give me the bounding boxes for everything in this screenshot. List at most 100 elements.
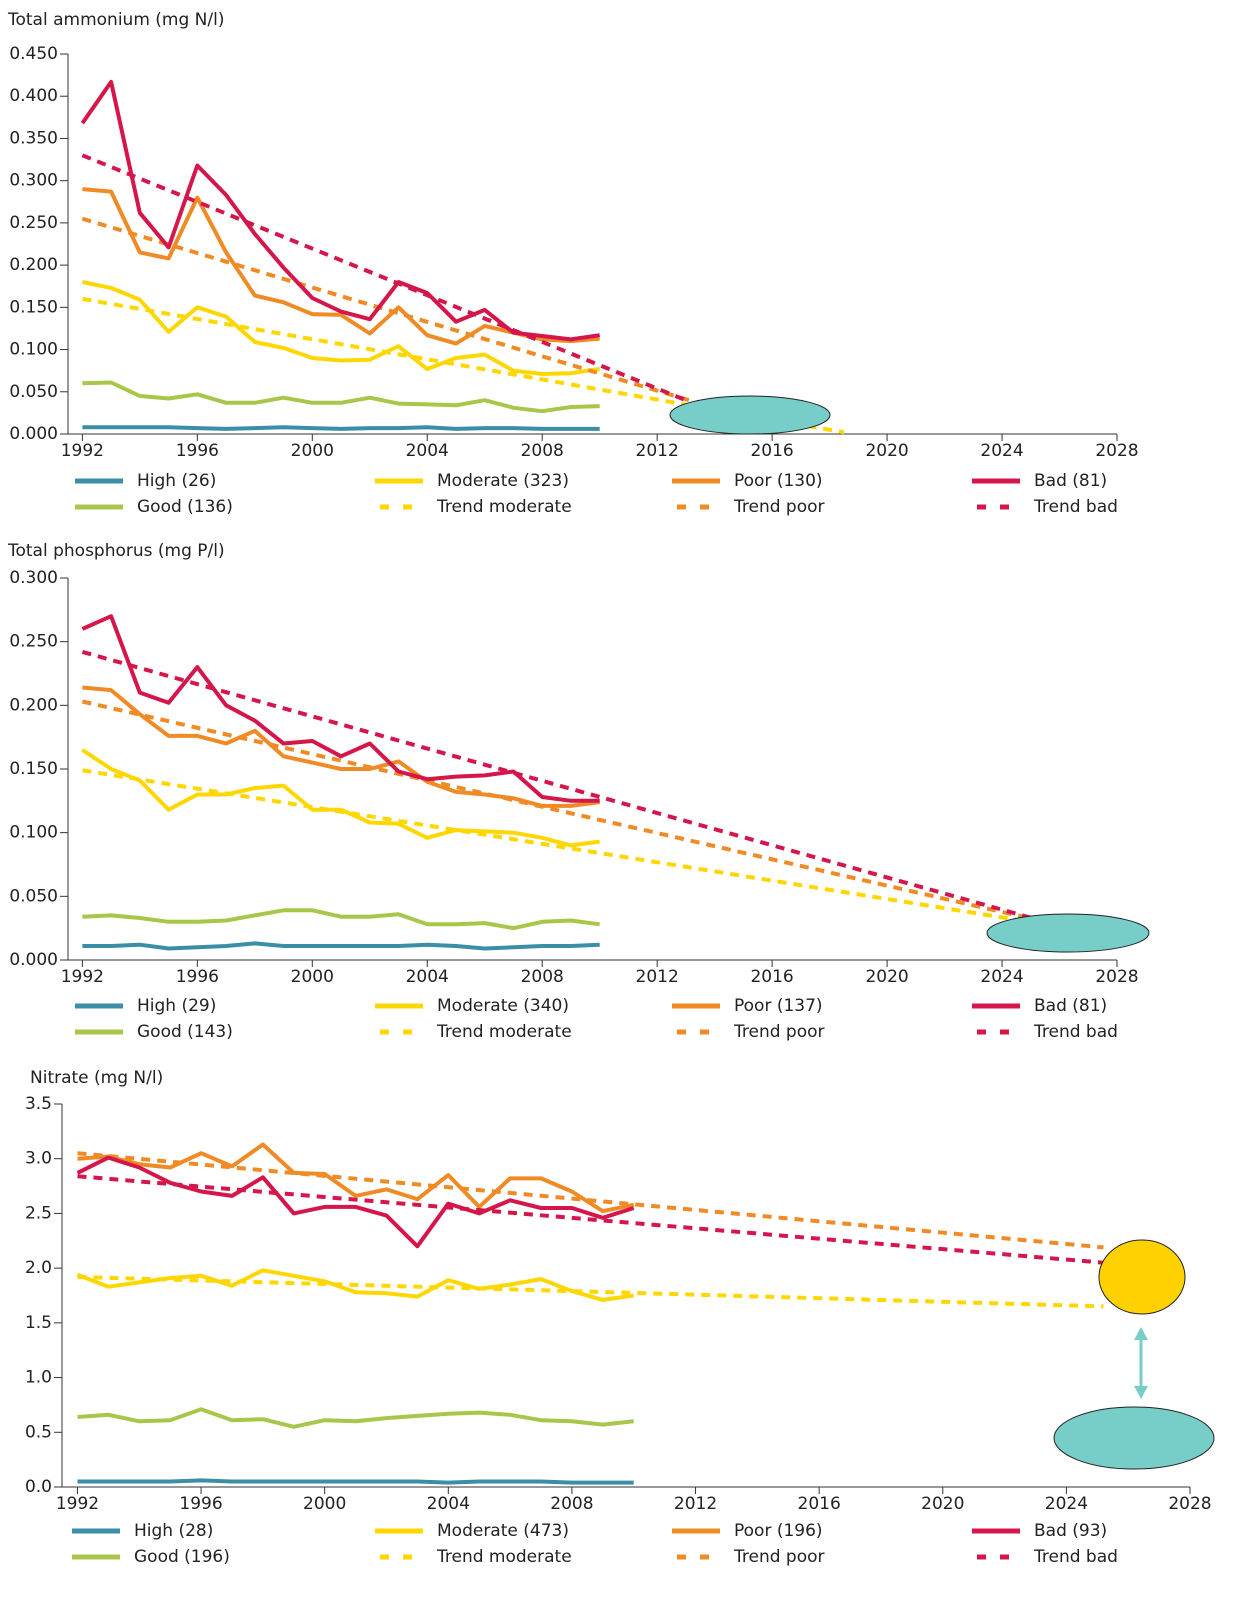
legend-label: Bad (81) <box>1034 471 1107 491</box>
legend-label: Good (196) <box>134 1547 230 1567</box>
x-tick-label: 2000 <box>303 1494 346 1514</box>
y-tick-label: 0.100 <box>9 340 58 360</box>
series-line <box>82 941 600 951</box>
x-tick-label: 2020 <box>865 967 908 987</box>
trend-line <box>81 216 704 407</box>
x-tick-label: 2024 <box>980 967 1023 987</box>
x-tick-label: 2000 <box>291 441 334 461</box>
target-circle <box>1098 1239 1186 1315</box>
series-line <box>81 614 600 803</box>
series-line <box>76 1155 635 1249</box>
x-tick-label: 2016 <box>750 967 793 987</box>
y-tick-label: 0.5 <box>25 1422 52 1442</box>
x-tick-label: 2012 <box>636 967 679 987</box>
chart: Total phosphorus (mg P/l) 0.000 0.050 0.100… <box>7 541 1139 1042</box>
y-tick-label: 0.200 <box>9 255 58 275</box>
y-tick-label: 0.0 <box>25 1477 52 1497</box>
chart: Total ammonium (mg N/l) 0.000 0.050 0.100 0.… <box>7 10 1139 517</box>
legend-label: Poor (196) <box>734 1521 823 1541</box>
y-tick-label: 0.050 <box>9 382 58 402</box>
y-tick-label: 0.150 <box>9 759 58 779</box>
y-tick-label: 0.350 <box>9 128 58 148</box>
x-tick-label: 2004 <box>406 967 449 987</box>
x-tick-label: 2008 <box>521 441 564 461</box>
legend-label: Moderate (323) <box>437 471 569 491</box>
x-tick-label: 2008 <box>521 967 564 987</box>
x-tick-label: 2020 <box>921 1494 964 1514</box>
y-tick-label: 3.0 <box>25 1149 52 1169</box>
trend-line <box>81 153 687 403</box>
chart: Nitrate (mg N/l) 0.0 0.5 1.0 1.5 2.0 2.5 3.0 3.5… <box>25 1068 1212 1567</box>
y-tick-label: 0.450 <box>9 44 58 64</box>
y-tick-label: 1.0 <box>25 1368 52 1388</box>
legend-label: Moderate (473) <box>437 1521 569 1541</box>
arrow-head <box>1134 1327 1148 1340</box>
target-ellipse <box>986 913 1150 953</box>
y-tick-label: 2.0 <box>25 1258 52 1278</box>
y-tick-label: 0.050 <box>9 886 58 906</box>
legend-label: High (26) <box>137 471 216 491</box>
target-ellipse <box>1053 1406 1215 1470</box>
targets <box>669 395 1215 1470</box>
trend-line <box>77 1174 1104 1265</box>
x-tick-label: 2024 <box>1045 1494 1088 1514</box>
x-tick-label: 2012 <box>636 441 679 461</box>
y-tick-label: 0.250 <box>9 632 58 652</box>
legend-label: Trend bad <box>1033 497 1118 517</box>
x-tick-label: 2004 <box>406 441 449 461</box>
x-tick-label: 2016 <box>750 441 793 461</box>
series-line <box>82 685 600 808</box>
series-line <box>82 425 600 431</box>
legend-label: Trend poor <box>733 1547 825 1567</box>
x-tick-label: 2024 <box>980 441 1023 461</box>
y-tick-label: 0.250 <box>9 213 58 233</box>
series-line <box>81 280 600 376</box>
y-tick-label: 0.000 <box>9 424 58 444</box>
trend-line <box>77 1274 1104 1309</box>
y-tick-label: 0.400 <box>9 86 58 106</box>
series-line <box>80 79 600 342</box>
series-line <box>76 1268 634 1302</box>
x-tick-label: 1992 <box>61 441 104 461</box>
legend-label: Poor (130) <box>734 471 823 491</box>
x-tick-label: 1996 <box>179 1494 222 1514</box>
chart-title: Total phosphorus (mg P/l) <box>7 541 225 561</box>
legend-label: Bad (81) <box>1034 996 1107 1016</box>
x-tick-label: 2008 <box>550 1494 593 1514</box>
legend-label: Bad (93) <box>1034 1521 1107 1541</box>
trend-line <box>82 768 1046 927</box>
y-tick-label: 0.200 <box>9 695 58 715</box>
chart-title: Total ammonium (mg N/l) <box>7 10 224 30</box>
x-tick-label: 1992 <box>61 967 104 987</box>
series-line <box>77 1407 634 1429</box>
x-tick-label: 2028 <box>1168 1494 1211 1514</box>
x-tick-label: 1996 <box>176 441 219 461</box>
legend-label: Trend bad <box>1033 1022 1118 1042</box>
series-line <box>77 1142 635 1214</box>
y-tick-label: 3.5 <box>25 1094 52 1114</box>
trend-line <box>77 1151 1104 1250</box>
chart-title: Nitrate (mg N/l) <box>30 1068 163 1088</box>
x-tick-label: 2028 <box>1095 967 1138 987</box>
y-tick-label: 2.5 <box>25 1203 52 1223</box>
x-tick-label: 1996 <box>176 967 219 987</box>
x-tick-label: 2016 <box>798 1494 841 1514</box>
legend-label: Trend moderate <box>436 1022 572 1042</box>
legend-label: Good (136) <box>137 497 233 517</box>
legend-label: Trend poor <box>733 1022 825 1042</box>
legend-label: Trend moderate <box>436 497 572 517</box>
legend-label: Good (143) <box>137 1022 233 1042</box>
arrow-head <box>1134 1386 1148 1399</box>
series-line <box>77 1478 634 1485</box>
legend-label: High (28) <box>134 1521 213 1541</box>
legend-label: High (29) <box>137 996 216 1016</box>
legend-label: Trend poor <box>733 497 825 517</box>
legend-label: Moderate (340) <box>437 996 569 1016</box>
y-tick-label: 0.150 <box>9 297 58 317</box>
series-line <box>82 908 600 931</box>
x-tick-label: 2020 <box>865 441 908 461</box>
y-tick-label: 0.300 <box>9 171 58 191</box>
y-tick-label: 0.000 <box>9 950 58 970</box>
legend-label: Trend bad <box>1033 1547 1118 1567</box>
